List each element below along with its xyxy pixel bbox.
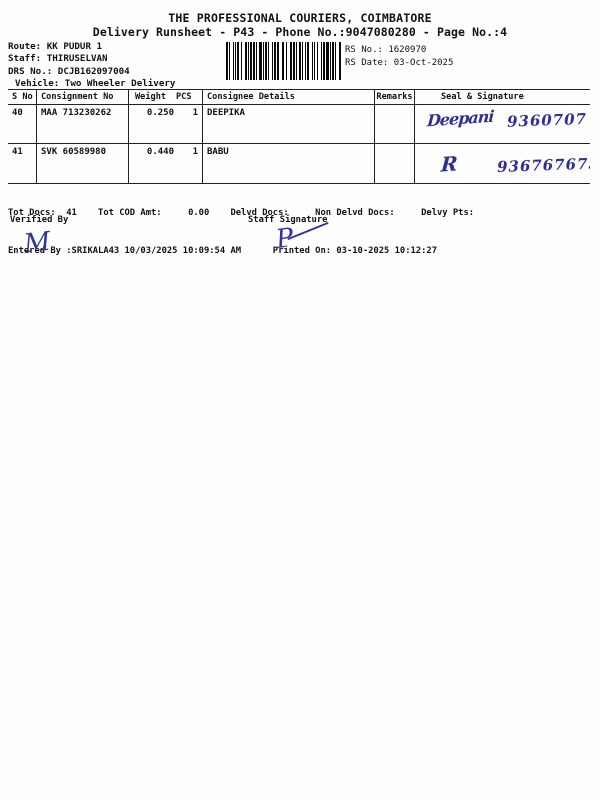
cell-weight: 0.250 — [128, 105, 176, 143]
cell-weight: 0.440 — [128, 144, 176, 183]
route-line: Route: KK PUDUR 1 — [8, 41, 103, 52]
totals-line-2: Entered By :SRIKALA43 10/03/2025 10:09:5… — [8, 245, 437, 256]
staff-line: Staff: THIRUSELVAN — [8, 53, 108, 65]
cell-consignee-details: BABU — [202, 144, 374, 183]
cell-consignment-no: SVK 60589980 — [36, 144, 128, 183]
column-header-remarks: Remarks — [374, 90, 414, 104]
cell-pcs: 1 — [192, 108, 198, 118]
barcode — [226, 42, 342, 80]
document-subtitle: Delivery Runsheet - P43 - Phone No.:9047… — [92, 25, 508, 39]
cell-seal-signature: R 9367676732 — [414, 144, 590, 183]
verified-by-label: Verified By — [10, 215, 69, 225]
table-row: 41 SVK 60589980 0.440 1 BABU R 936767673… — [8, 144, 590, 183]
cell-consignee-details: DEEPIKA — [202, 105, 374, 143]
header-meta-right: RS No.: 1620970 RS Date: 03-Oct-2025 — [345, 44, 453, 69]
column-header-consignee-details: Consignee Details — [202, 90, 374, 104]
vehicle-line: Vehicle: Two Wheeler Delivery — [15, 78, 176, 90]
handwritten-name: Deepani — [426, 106, 495, 131]
staff-signature-label: Staff Signature — [248, 215, 328, 225]
totals-line-1: Tot Docs: 41 Tot COD Amt: 0.00 Delvd Doc… — [8, 208, 475, 219]
rs-date-line: RS Date: 03-Oct-2025 — [345, 57, 454, 68]
table-header-row: S No Consignment No Weight PCS Consignee… — [8, 90, 590, 105]
column-header-pcs: PCS — [176, 92, 192, 102]
totals-summary: Tot Docs: 41 Tot COD Amt: 0.00 Delvd Doc… — [8, 182, 474, 283]
column-header-consignment-no: Consignment No — [36, 90, 128, 104]
handwritten-name: R — [440, 151, 458, 177]
cell-seal-signature: Deepani 9360707 2 — [414, 105, 590, 143]
column-header-s-no: S No — [12, 92, 33, 102]
company-title: THE PROFESSIONAL COURIERS, COIMBATORE — [168, 11, 432, 25]
handwritten-phone-number: 9360707 2 — [506, 109, 588, 131]
drs-no-line: DRS No.: DCJB162097004 — [8, 65, 130, 77]
table-row: 40 MAA 713230262 0.250 1 DEEPIKA Deepani… — [8, 105, 590, 144]
consignment-table: S No Consignment No Weight PCS Consignee… — [8, 89, 590, 184]
handwritten-phone-number: 9367676732 — [496, 154, 590, 176]
cell-s-no: 40 — [12, 108, 23, 118]
column-header-seal-signature: Seal & Signature — [414, 90, 590, 104]
rs-no-line: RS No.: 1620970 — [345, 45, 427, 55]
cell-consignment-no: MAA 713230262 — [36, 105, 128, 143]
header-meta-left: Route: KK PUDUR 1 Staff: THIRUSELVAN DRS… — [8, 41, 175, 91]
cell-s-no: 41 — [12, 147, 23, 157]
cell-remarks — [374, 144, 414, 183]
staff-signature-mark: P — [273, 222, 296, 256]
cell-pcs: 1 — [192, 147, 198, 157]
table-body: 40 MAA 713230262 0.250 1 DEEPIKA Deepani… — [8, 105, 590, 183]
cell-remarks — [374, 105, 414, 143]
verified-by-signature: M — [22, 226, 53, 260]
column-header-weight: Weight — [128, 90, 176, 104]
